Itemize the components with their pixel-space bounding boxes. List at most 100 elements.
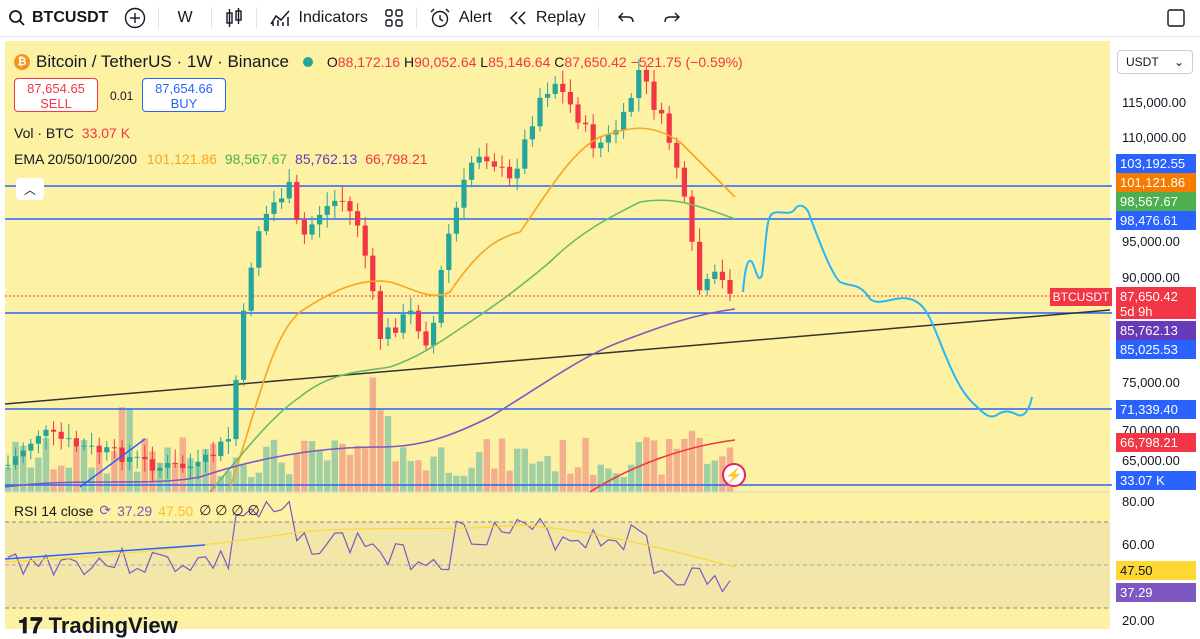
candle-body <box>339 200 345 202</box>
volume-bar <box>293 452 300 492</box>
volume-bar <box>476 451 483 492</box>
interval-button[interactable]: W <box>177 9 193 26</box>
candle-body <box>218 441 224 457</box>
candle-body <box>165 463 171 468</box>
undo-button[interactable] <box>603 0 649 36</box>
volume-bar <box>58 465 65 492</box>
volume-bar <box>400 447 407 492</box>
candle-body <box>423 331 429 346</box>
volume-bar <box>278 462 285 492</box>
volume-bar <box>255 472 262 492</box>
volume-bar <box>263 446 270 492</box>
price-tag[interactable]: 85,762.13 <box>1116 321 1196 340</box>
candle-body <box>43 429 49 437</box>
volume-bar <box>704 463 711 492</box>
price-tag[interactable]: 33.07 K <box>1116 471 1196 490</box>
ema-legend[interactable]: EMA 20/50/100/200 101,121.86 98,567.67 8… <box>14 151 428 167</box>
volume-bar <box>673 448 680 492</box>
candle-body <box>210 454 216 457</box>
candle-body <box>263 213 269 232</box>
volume-bar <box>362 448 369 492</box>
candle-body <box>393 327 399 333</box>
grid-icon <box>385 9 403 27</box>
symbol-search[interactable]: BTCUSDT <box>0 0 116 36</box>
candle-body <box>681 167 687 197</box>
last-price-tag[interactable]: 87,650.42 5d 9h <box>1116 287 1196 319</box>
alarm-clock-icon <box>430 8 450 28</box>
market-status-icon <box>302 57 313 67</box>
compare-button[interactable] <box>116 0 154 36</box>
alert-button[interactable]: Alert <box>421 0 500 36</box>
candle-body <box>127 457 133 462</box>
candle-body <box>522 139 528 169</box>
candle-body <box>355 211 361 226</box>
layout-button[interactable] <box>1158 0 1200 36</box>
volume-bar <box>514 448 521 492</box>
volume-bar <box>324 460 331 492</box>
candle-body <box>469 162 475 180</box>
price-tag[interactable]: 98,567.67 <box>1116 192 1196 211</box>
price-tag[interactable]: 85,025.53 <box>1116 340 1196 359</box>
price-tag[interactable]: 103,192.55 <box>1116 154 1196 173</box>
sell-button[interactable]: 87,654.65 SELL <box>14 78 98 112</box>
square-icon <box>1167 9 1185 27</box>
price-tag[interactable]: 71,339.40 <box>1116 400 1196 419</box>
candle-body <box>605 134 611 143</box>
price-tag[interactable]: 66,798.21 <box>1116 433 1196 452</box>
volume-bar <box>331 440 338 492</box>
candle-body <box>575 104 581 123</box>
templates-button[interactable] <box>376 0 412 36</box>
projection-path[interactable] <box>742 204 1033 418</box>
trendline[interactable] <box>4 309 1111 405</box>
chart-canvas[interactable] <box>0 37 1200 629</box>
volume-bar <box>582 437 589 492</box>
axis-tick: 110,000.00 <box>1122 130 1187 145</box>
volume-bar <box>605 468 612 492</box>
volume-bar <box>88 467 95 492</box>
candle-body <box>180 463 186 469</box>
price-tag[interactable]: 47.50 <box>1116 561 1196 580</box>
candle-body <box>545 93 551 98</box>
volume-bar <box>308 441 316 492</box>
candle-body <box>271 202 277 214</box>
volume-bar <box>377 410 384 492</box>
ema100-line <box>4 308 736 488</box>
price-tag[interactable]: 101,121.86 <box>1116 173 1196 192</box>
volume-bar <box>27 467 34 492</box>
price-tag[interactable]: 37.29 <box>1116 583 1196 602</box>
volume-bar <box>210 443 217 492</box>
chart-area[interactable]: ₿ Bitcoin / TetherUS · 1W · Binance O88,… <box>0 37 1200 638</box>
chart-type-button[interactable] <box>216 0 252 36</box>
volume-bar <box>628 464 635 492</box>
collapse-legend-button[interactable]: ︿ <box>16 178 44 200</box>
candle-body <box>552 83 558 94</box>
volume-bar <box>172 462 179 492</box>
volume-bar <box>35 457 42 492</box>
candle-body <box>461 179 467 208</box>
replay-button[interactable]: Replay <box>500 0 594 36</box>
candle-body <box>294 181 300 221</box>
indicators-button[interactable]: Indicators <box>261 0 376 36</box>
volume-legend[interactable]: Vol · BTC 33.07 K <box>14 125 131 141</box>
volume-bar <box>407 461 414 492</box>
tradingview-logo[interactable]: 𝟏𝟕 TradingView <box>18 613 178 638</box>
candle-body <box>666 113 672 143</box>
rsi-legend[interactable]: RSI 14 close ⟳ 37.29 47.50 ∅ ∅ ∅ ∅ <box>14 502 260 519</box>
search-icon <box>9 10 25 26</box>
candle-body <box>636 70 642 99</box>
lightning-icon[interactable]: ⚡ <box>722 463 746 487</box>
volume-bar <box>232 457 240 492</box>
candle-body <box>499 166 505 168</box>
candle-body <box>628 98 634 112</box>
volume-bar <box>50 469 57 492</box>
redo-button[interactable] <box>649 0 695 36</box>
candle-body <box>567 91 573 105</box>
price-tag[interactable]: 98,476.61 <box>1116 211 1196 230</box>
candle-body <box>96 445 102 453</box>
volume-bar <box>711 460 718 492</box>
currency-select[interactable]: USDT ⌄ <box>1117 50 1193 74</box>
candle-body <box>408 310 414 315</box>
volume-bar <box>111 451 118 492</box>
volume-bar <box>430 456 437 492</box>
buy-button[interactable]: 87,654.66 BUY <box>142 78 226 112</box>
